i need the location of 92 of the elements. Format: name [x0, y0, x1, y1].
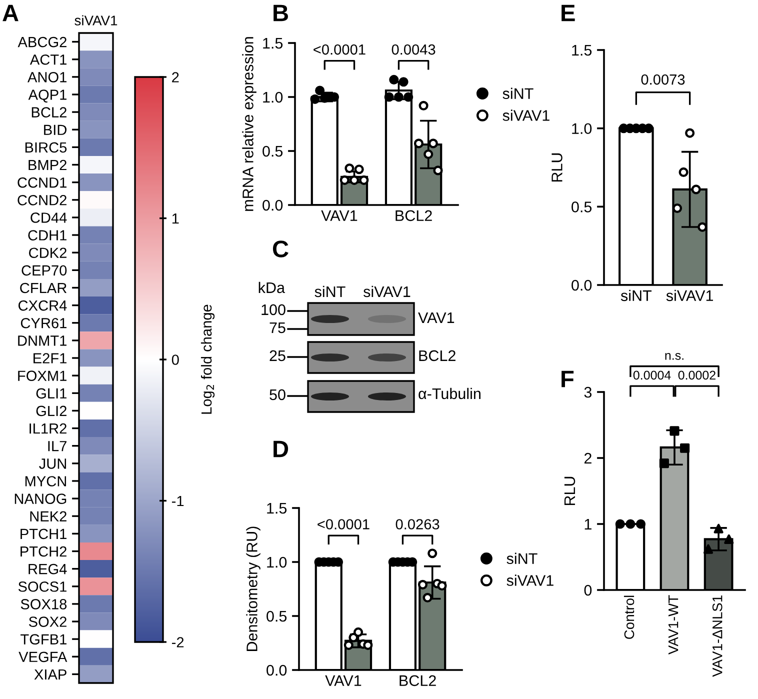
y-tick-label: SOX18	[20, 599, 67, 610]
y-axis-title: RLU	[564, 476, 576, 506]
x-tick-label: VAV1-ΔNLS1	[712, 596, 722, 677]
y-tick-label: IL7	[48, 441, 66, 452]
y-tick-label: CCND2	[18, 194, 66, 206]
y-tick-label: AQP1	[28, 90, 66, 103]
y-tick-label: CYR61	[20, 318, 66, 328]
text: α-Tubulin	[418, 388, 480, 400]
chart-title: A	[2, 4, 18, 22]
annotation: 0.0263	[396, 519, 440, 530]
chart-title: B	[274, 4, 288, 22]
y-tick-label: 0.5	[262, 146, 283, 157]
text: VAV1	[418, 312, 454, 323]
y-tick-label: CXCR4	[18, 300, 67, 311]
color-bar-label: -1	[172, 496, 184, 506]
y-tick-label: PTCH2	[20, 546, 66, 557]
chart-title: E	[562, 4, 575, 22]
y-tick-label: GLI1	[36, 388, 66, 399]
y-tick-label: NANOG	[14, 494, 66, 504]
y-tick-label: SOX2	[28, 616, 66, 627]
legend-label: siNT	[506, 552, 538, 564]
y-tick-label: PTCH1	[20, 528, 66, 540]
chart-title: F	[562, 370, 574, 388]
y-tick-label: BCL2	[32, 107, 66, 118]
y-tick-label: FOXM1	[18, 370, 66, 381]
y-tick-label: ACT1	[30, 54, 66, 65]
y-tick-label: 1.0	[263, 92, 283, 103]
y-tick-label: 1	[584, 519, 592, 530]
legend-label: siVAV1	[502, 110, 550, 121]
annotation: <0.0001	[314, 44, 366, 55]
y-tick-label: ANO1	[28, 72, 66, 82]
text: 25	[270, 350, 286, 362]
annotation: 0.0073	[641, 74, 685, 85]
y-tick-label: REG4	[28, 564, 67, 574]
y-tick-label: 1.0	[267, 556, 287, 568]
color-bar-label: 1	[172, 214, 179, 224]
y-tick-label: 0.5	[572, 202, 592, 212]
legend-label: siVAV1	[506, 574, 554, 586]
y-tick-label: 2	[584, 452, 592, 464]
y-tick-label: CCND1	[18, 177, 66, 188]
y-tick-label: E2F1	[34, 353, 66, 364]
y-tick-label: 0.0	[262, 200, 283, 211]
y-tick-label: CFLAR	[20, 282, 67, 294]
color-bar-title: Log$_{2}$ fold change	[200, 304, 215, 414]
y-axis-title: Densitometry (RU)	[246, 526, 260, 651]
annotation: <0.0001	[318, 519, 370, 530]
y-tick-label: 3	[584, 386, 592, 398]
y-tick-label: MYCN	[25, 476, 66, 486]
annotation: 0.0043	[392, 44, 436, 55]
y-tick-label: BID	[44, 124, 66, 135]
y-tick-label: JUN	[39, 458, 66, 469]
text: 0.0002	[678, 370, 716, 380]
y-tick-label: 1.5	[263, 38, 283, 49]
y-tick-label: CEP70	[22, 265, 67, 276]
y-tick-label: CDH1	[28, 230, 66, 240]
y-tick-label: 1.5	[267, 503, 287, 514]
text: 50	[270, 389, 286, 400]
y-tick-label: IL1R2	[30, 423, 66, 434]
y-tick-label: BMP2	[28, 160, 66, 170]
y-tick-label: 1.0	[572, 123, 592, 134]
y-axis-title: mRNA relative expression	[242, 37, 256, 211]
text: 100	[262, 304, 286, 316]
text: n.s.	[665, 352, 684, 360]
y-tick-label: DNMT1	[18, 336, 66, 346]
y-tick-label: ABCG2	[18, 36, 66, 48]
text: 0.0004	[633, 370, 671, 380]
x-tick-label: VAV1-WT	[668, 595, 678, 654]
y-axis-title: RLU	[552, 153, 562, 182]
y-tick-label: SOCS1	[18, 581, 66, 592]
text: 75	[270, 322, 286, 334]
y-tick-label: BIRC5	[25, 142, 67, 153]
legend-label: siNT	[502, 88, 534, 100]
y-tick-label: 0	[584, 584, 592, 596]
text: C	[272, 240, 288, 258]
y-tick-label: CD44	[30, 212, 67, 223]
y-tick-label: XIAP	[34, 669, 66, 680]
y-tick-label: 1.5	[572, 45, 592, 56]
x-tick-label: Control	[624, 596, 634, 639]
chart-title: D	[274, 440, 288, 458]
y-tick-label: VEGFA	[18, 652, 68, 662]
y-tick-label: CDK2	[29, 248, 66, 258]
color-bar-label: 2	[172, 72, 179, 82]
y-tick-label: 0.5	[266, 610, 287, 622]
y-tick-label: GLI2	[36, 406, 66, 416]
y-tick-label: TGFB1	[20, 634, 66, 645]
text: BCL2	[419, 350, 456, 362]
text: kDa	[258, 282, 285, 294]
y-tick-label: 0.0	[572, 280, 592, 291]
color-bar-label: 0	[172, 354, 179, 365]
y-tick-label: 0.0	[266, 664, 287, 676]
y-tick-label: NEK2	[30, 511, 66, 522]
color-bar-label: -2	[172, 637, 184, 648]
